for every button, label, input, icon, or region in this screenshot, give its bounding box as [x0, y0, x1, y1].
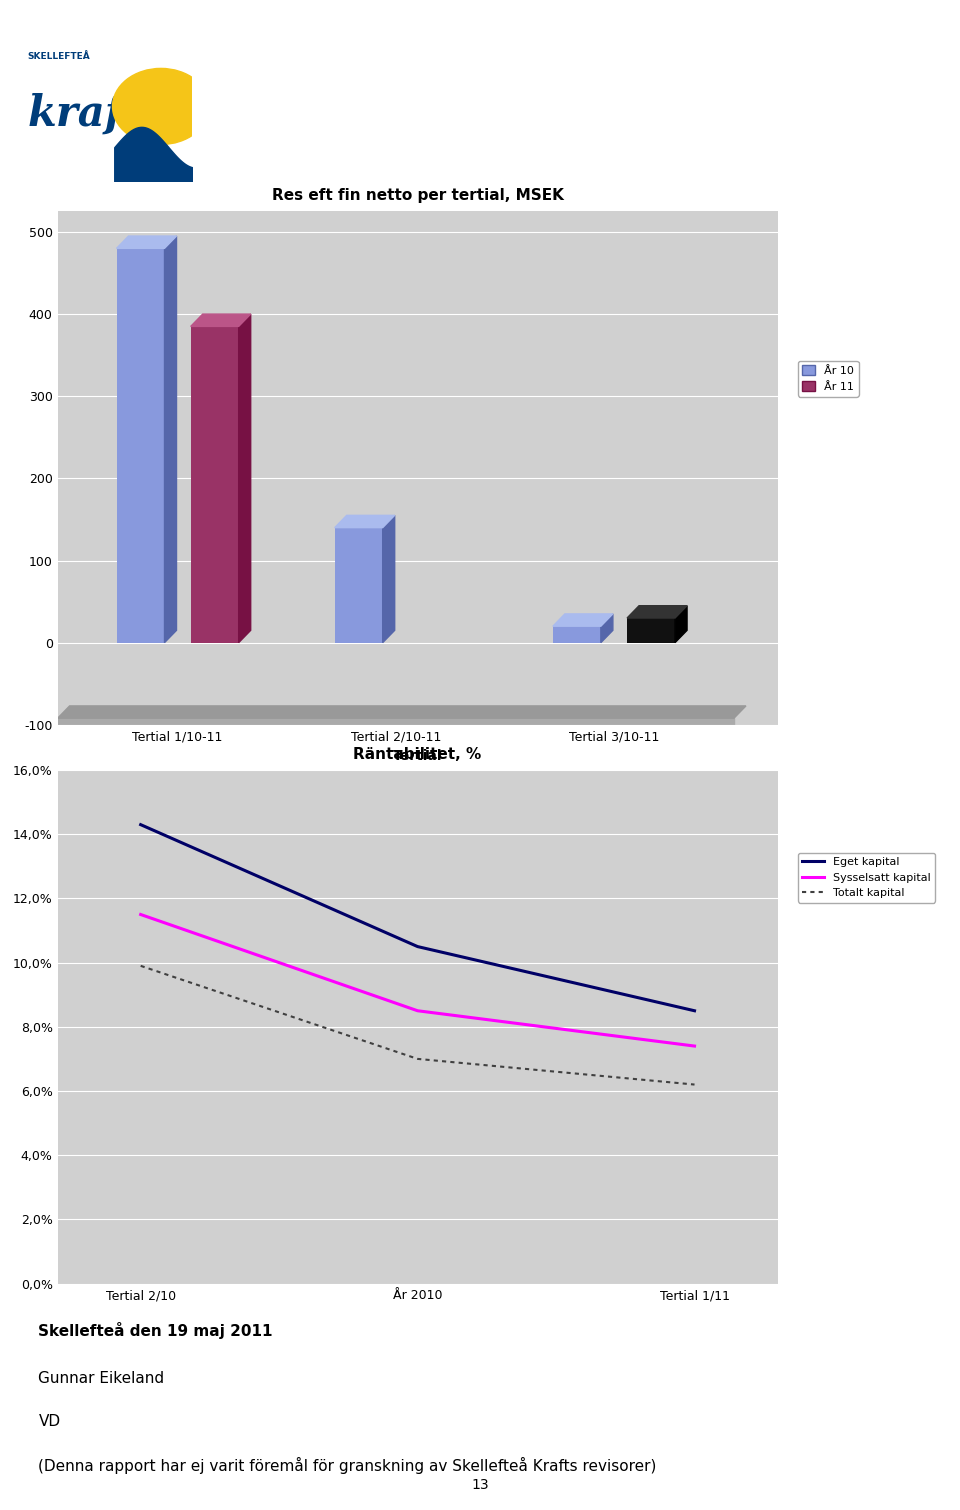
- Bar: [335, 527, 383, 643]
- Bar: [553, 627, 601, 643]
- Sysselsatt kapital: [688, 1037, 700, 1055]
- Eget kapital: [412, 938, 423, 956]
- Eget kapital: [135, 815, 147, 834]
- Polygon shape: [601, 615, 612, 643]
- Title: Räntabilitet, %: Räntabilitet, %: [353, 747, 482, 763]
- Line: Sysselsatt kapital: Sysselsatt kapital: [141, 915, 694, 1046]
- Totalt kapital: [135, 957, 147, 975]
- Bar: [191, 326, 239, 643]
- Line: Eget kapital: Eget kapital: [141, 824, 694, 1010]
- Polygon shape: [383, 515, 395, 643]
- Polygon shape: [191, 314, 251, 326]
- Polygon shape: [553, 615, 612, 627]
- Polygon shape: [335, 515, 395, 527]
- Circle shape: [112, 68, 209, 145]
- Line: Totalt kapital: Totalt kapital: [141, 966, 694, 1084]
- Text: 13: 13: [471, 1478, 489, 1492]
- Polygon shape: [239, 314, 251, 643]
- Polygon shape: [58, 719, 734, 725]
- Totalt kapital: [412, 1049, 423, 1068]
- Text: (Denna rapport har ej varit föremål för granskning av Skellefteå Krafts revisore: (Denna rapport har ej varit föremål för …: [38, 1457, 657, 1474]
- Sysselsatt kapital: [412, 1001, 423, 1019]
- Bar: [627, 618, 675, 643]
- Legend: Eget kapital, Sysselsatt kapital, Totalt kapital: Eget kapital, Sysselsatt kapital, Totalt…: [798, 853, 935, 903]
- Totalt kapital: [688, 1075, 700, 1093]
- Text: Skellefteå den 19 maj 2011: Skellefteå den 19 maj 2011: [38, 1321, 273, 1338]
- Bar: [116, 248, 164, 643]
- Legend: År 10, År 11: År 10, År 11: [798, 361, 858, 397]
- X-axis label: Tertial: Tertial: [393, 749, 443, 763]
- Text: VD: VD: [38, 1413, 60, 1428]
- Polygon shape: [58, 705, 746, 719]
- Text: SKELLEFTEÅ: SKELLEFTEÅ: [28, 51, 90, 60]
- Text: Gunnar Eikeland: Gunnar Eikeland: [38, 1371, 164, 1386]
- Sysselsatt kapital: [135, 906, 147, 924]
- Polygon shape: [164, 236, 177, 643]
- Text: kraft: kraft: [28, 94, 143, 134]
- Polygon shape: [675, 606, 687, 643]
- Title: Res eft fin netto per tertial, MSEK: Res eft fin netto per tertial, MSEK: [272, 189, 564, 204]
- Polygon shape: [116, 236, 177, 248]
- Polygon shape: [627, 606, 687, 618]
- Eget kapital: [688, 1001, 700, 1019]
